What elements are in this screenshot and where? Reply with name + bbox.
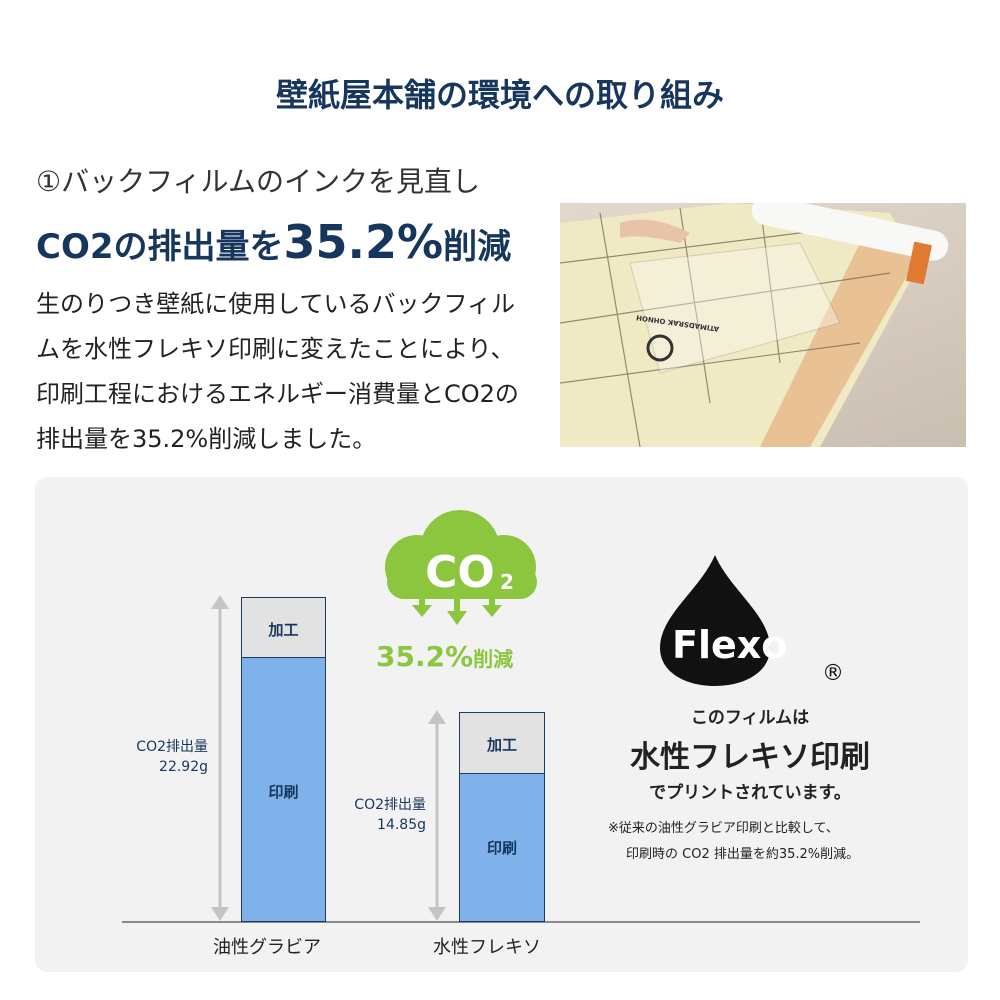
total-value: 14.85g xyxy=(377,817,426,833)
headline-suffix: 削減 xyxy=(443,227,512,267)
bar2-printing-segment: 印刷 xyxy=(459,773,545,922)
total-label: CO2排出量 xyxy=(354,797,426,813)
bar2-processing-segment: 加工 xyxy=(459,712,545,774)
headline-prefix: CO2の排出量を xyxy=(36,227,284,267)
bar1-printing-segment: 印刷 xyxy=(241,657,326,922)
bar1-height-arrow xyxy=(211,595,229,921)
registered-mark: ® xyxy=(822,661,844,686)
co2-subscript: 2 xyxy=(500,570,514,594)
co2-reduction: 35.2%削減 xyxy=(376,640,513,673)
wallpaper-roll-illustration: ATIMADSRAK OHNOH xyxy=(560,203,949,447)
segment-label: 加工 xyxy=(486,736,517,754)
segment-label: 印刷 xyxy=(486,839,517,857)
co2-text: CO xyxy=(425,547,495,598)
reduction-suffix: 削減 xyxy=(473,647,514,671)
flexo-line1: このフィルムは xyxy=(690,708,810,728)
bar2-height-arrow xyxy=(428,710,446,921)
bar1-processing-segment: 加工 xyxy=(241,597,326,658)
category-label: 油性グラビア xyxy=(213,937,321,958)
body-text: 生のりつき壁紙に使用しているバックフィルムを水性フレキソ印刷に変えたことにより、… xyxy=(36,290,519,453)
headline: CO2の排出量を35.2%削減 xyxy=(36,215,511,269)
category-label: 水性フレキソ xyxy=(433,937,541,958)
flexo-logo-text: Flexo xyxy=(672,623,787,667)
bar1-total-label: CO2排出量 22.92g xyxy=(100,737,208,777)
reduction-value: 35.2% xyxy=(376,640,474,673)
chart-baseline xyxy=(122,921,920,923)
co2-cloud-icon: CO 2 xyxy=(385,510,537,625)
flexo-drop-logo: Flexo ® xyxy=(660,555,844,686)
page-title: 壁紙屋本舗の環境への取り組み xyxy=(275,76,724,114)
down-arrows-icon xyxy=(412,593,502,625)
headline-value: 35.2% xyxy=(283,215,444,269)
product-photo: ATIMADSRAK OHNOH xyxy=(560,203,966,447)
segment-label: 加工 xyxy=(268,621,299,639)
bar2-total-label: CO2排出量 14.85g xyxy=(318,795,426,835)
section-heading: ①バックフィルムのインクを見直し xyxy=(36,165,480,198)
flexo-note2: 印刷時の CO2 排出量を約35.2%削減。 xyxy=(626,847,860,862)
total-label: CO2排出量 xyxy=(136,739,208,755)
segment-label: 印刷 xyxy=(268,783,299,801)
total-value: 22.92g xyxy=(159,759,208,775)
flexo-line2: 水性フレキソ印刷 xyxy=(630,740,870,775)
flexo-line3: でプリントされています。 xyxy=(649,783,851,803)
flexo-note1: ※従来の油性グラビア印刷と比較して、 xyxy=(608,821,839,836)
